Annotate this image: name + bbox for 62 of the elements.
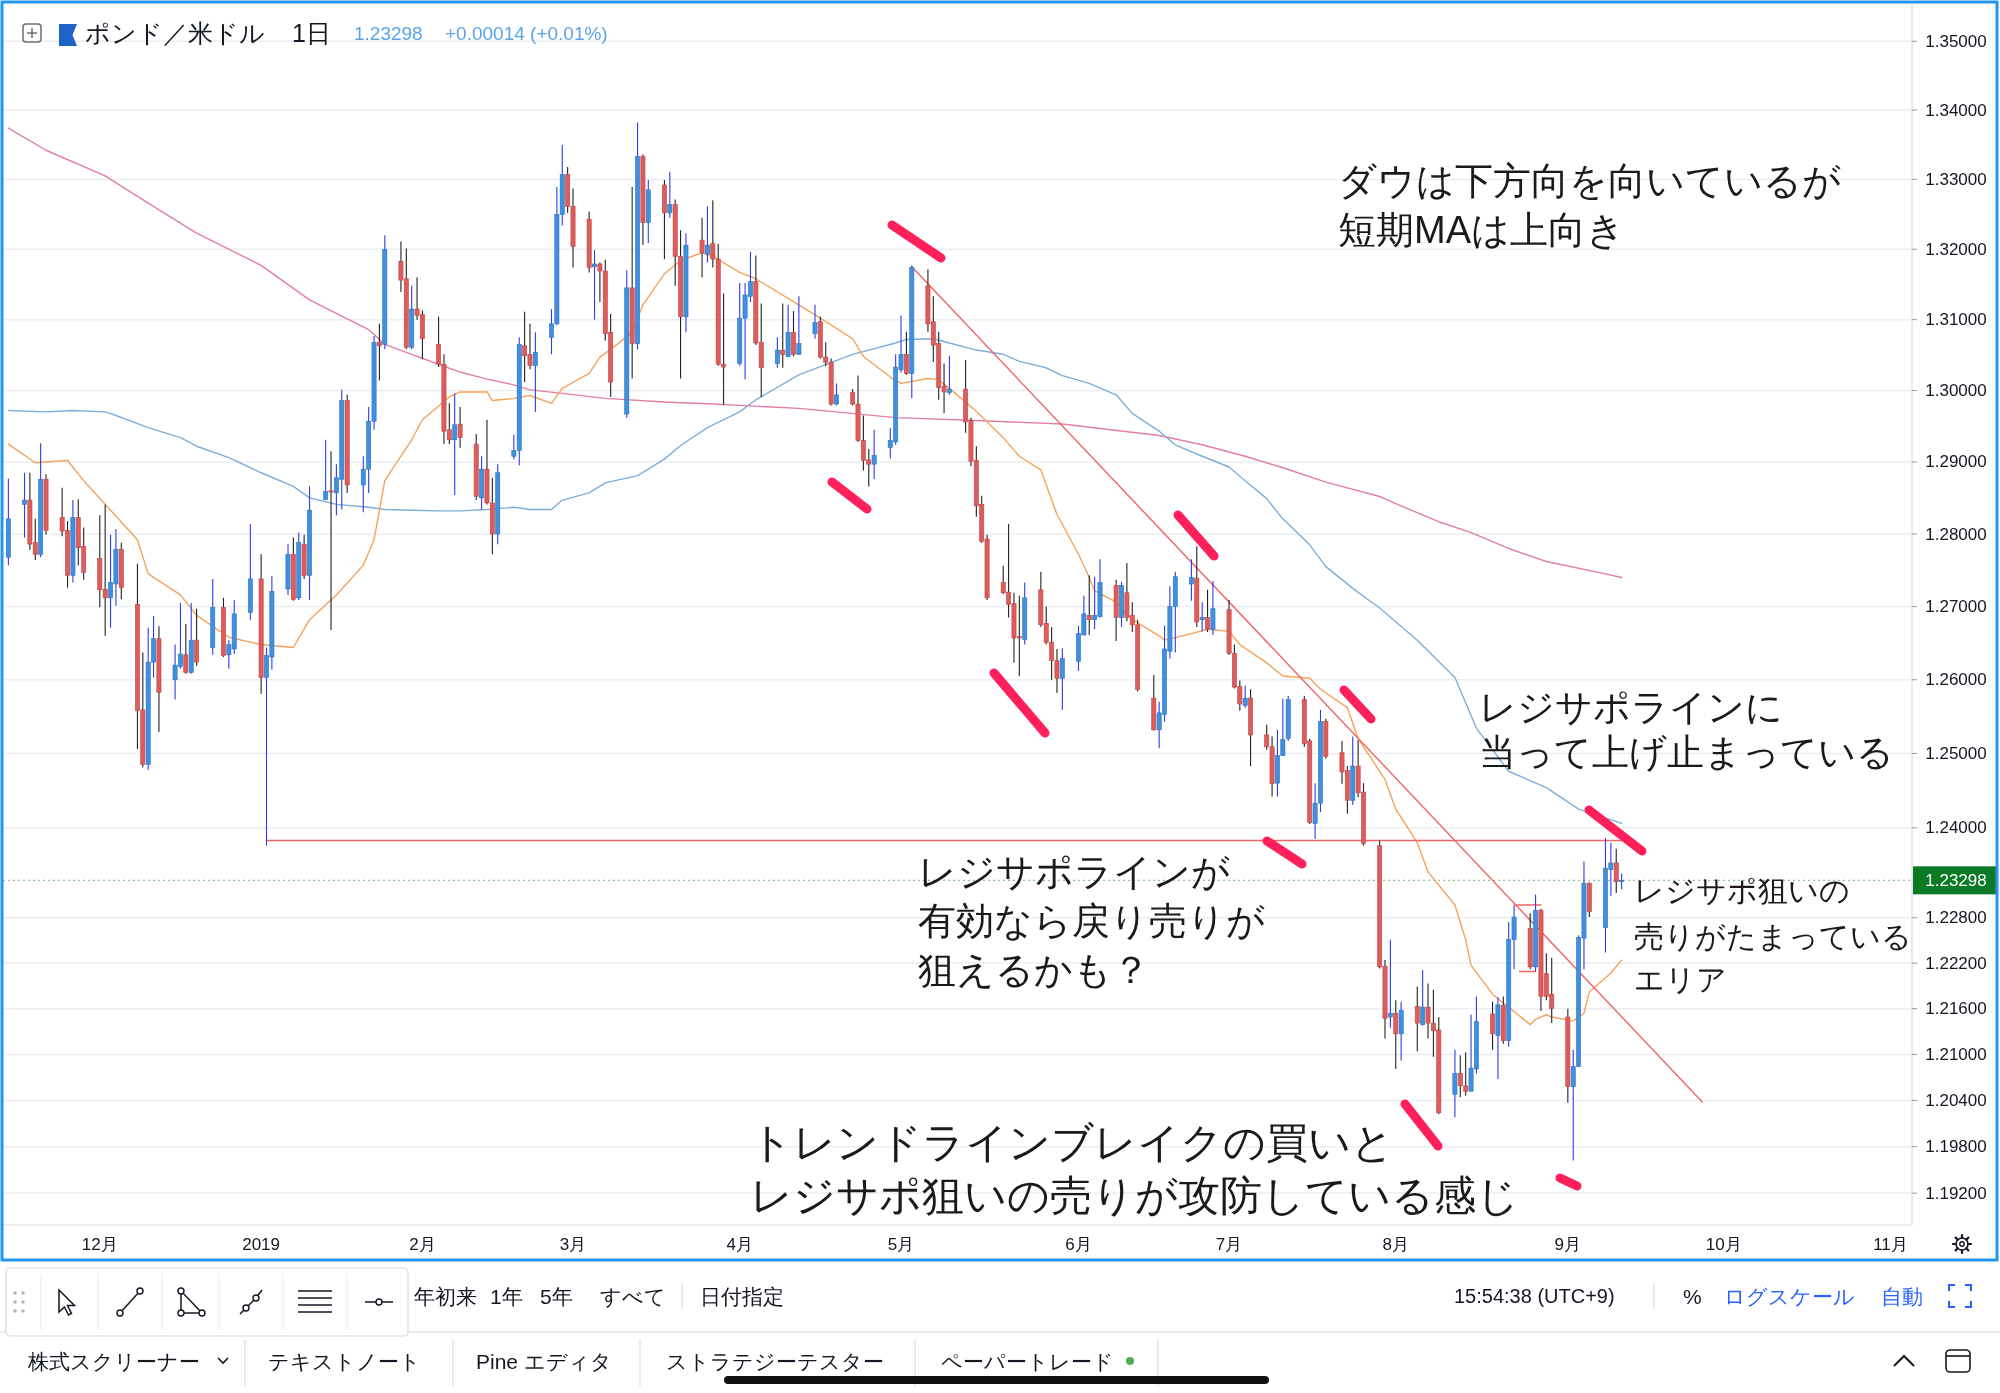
annotation: 売りがたまっている — [1634, 919, 1912, 953]
annotation: レジサポ狙いの売りが攻防している感じ — [750, 1171, 1519, 1219]
x-tick-label: 3月 — [559, 1234, 587, 1254]
x-tick-label: 9月 — [1554, 1234, 1582, 1254]
x-tick-label: 8月 — [1382, 1234, 1409, 1254]
text: テキストノート — [268, 1349, 421, 1373]
y-tick-label: 1.28000 — [1925, 524, 1987, 544]
annotation: レジサポラインが — [918, 851, 1230, 893]
annotation: 有効なら戻り売りが — [918, 900, 1265, 942]
text: すべて — [600, 1284, 666, 1308]
y-tick-label: 1.32000 — [1925, 239, 1987, 259]
x-tick-label: 12月 — [81, 1234, 118, 1254]
annotation: 狙えるかも？ — [918, 949, 1150, 991]
annotation: 当って上げ止まっている — [1479, 731, 1894, 773]
y-tick-label: 1.19800 — [1925, 1137, 1987, 1157]
ref-line-label: 1.23298 — [1925, 870, 1987, 890]
annotation: トレンドラインブレイクの買いと — [750, 1118, 1394, 1166]
y-tick-label: 1.31000 — [1925, 310, 1987, 330]
x-tick-label: 11月 — [1873, 1234, 1908, 1254]
y-tick-label: 1.22200 — [1925, 953, 1987, 973]
text: 5年 — [540, 1284, 573, 1308]
x-tick-label: 6月 — [1065, 1234, 1092, 1254]
x-tick-label: 2019 — [242, 1234, 281, 1254]
annotation: 短期MAは上向き — [1338, 209, 1625, 251]
annotation: 1.23298 — [354, 22, 423, 44]
y-tick-label: 1.35000 — [1925, 31, 1987, 51]
x-tick-label: 2月 — [409, 1234, 436, 1254]
text: Pine エディタ — [476, 1349, 612, 1373]
y-tick-label: 1.29000 — [1925, 452, 1987, 472]
y-tick-label: 1.22800 — [1925, 908, 1987, 928]
y-tick-label: 1.25000 — [1925, 743, 1987, 763]
y-tick-label: 1.21000 — [1925, 1044, 1987, 1064]
text: 日付指定 — [700, 1284, 784, 1308]
x-tick-label: 4月 — [726, 1234, 753, 1254]
text: ポンド／米ドル — [85, 19, 265, 47]
text: ペーパートレード — [941, 1349, 1114, 1373]
text: 1日 — [292, 19, 331, 47]
text: 1年 — [490, 1284, 523, 1308]
text: ログスケール — [1724, 1284, 1855, 1308]
y-tick-label: 1.19200 — [1925, 1183, 1987, 1203]
text: 年初来 — [414, 1284, 477, 1308]
text: 自動 — [1881, 1284, 1923, 1308]
text: % — [1683, 1284, 1702, 1308]
y-tick-label: 1.27000 — [1925, 597, 1987, 617]
annotation: レジサポ狙いの — [1634, 873, 1850, 907]
text: 15:54:38 (UTC+9) — [1454, 1285, 1615, 1307]
y-tick-label: 1.26000 — [1925, 670, 1987, 690]
y-tick-label: 1.21600 — [1925, 999, 1987, 1019]
annotation: レジサポラインに — [1479, 686, 1783, 728]
text: 株式スクリーナー — [27, 1349, 200, 1373]
y-tick-label: 1.33000 — [1925, 169, 1987, 189]
y-tick-label: 1.30000 — [1925, 381, 1987, 401]
x-tick-label: 5月 — [887, 1234, 915, 1254]
annotation: エリア — [1634, 962, 1727, 996]
y-tick-label: 1.34000 — [1925, 100, 1987, 120]
annotation: +0.00014 (+0.01%) — [445, 22, 608, 44]
x-tick-label: 10月 — [1705, 1234, 1742, 1254]
text: ストラテジーテスター — [666, 1349, 884, 1373]
y-tick-label: 1.24000 — [1925, 818, 1987, 838]
x-tick-label: 7月 — [1215, 1234, 1243, 1254]
annotation: ダウは下方向を向いているが — [1338, 160, 1841, 202]
y-tick-label: 1.20400 — [1925, 1090, 1987, 1110]
